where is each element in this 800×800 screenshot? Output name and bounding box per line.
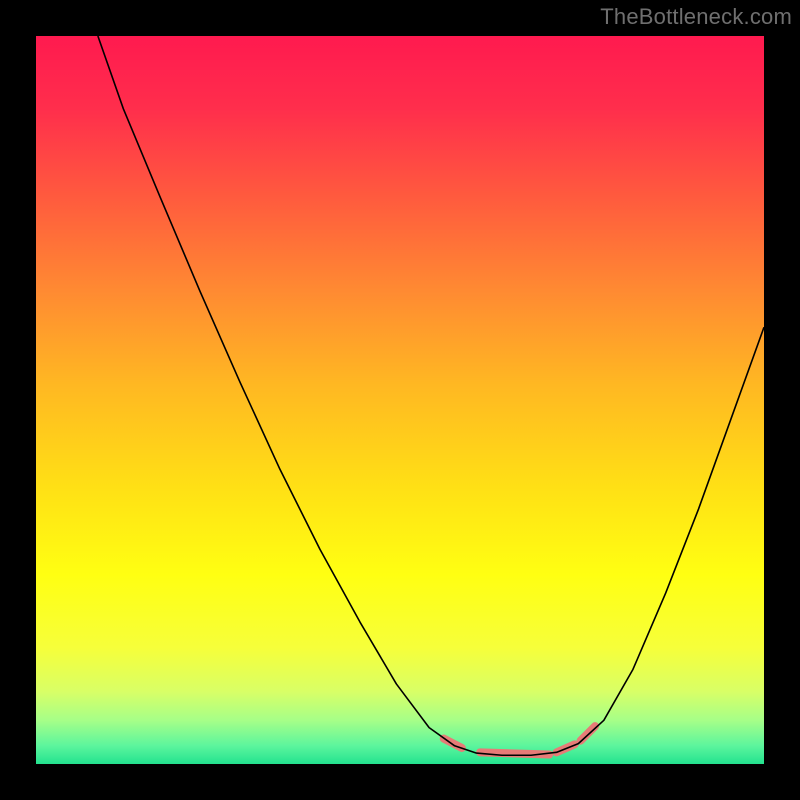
outer-frame: TheBottleneck.com	[0, 0, 800, 800]
gradient-background	[36, 36, 764, 764]
plot-area	[36, 36, 764, 764]
plot-svg	[36, 36, 764, 764]
watermark-label: TheBottleneck.com	[600, 4, 792, 30]
